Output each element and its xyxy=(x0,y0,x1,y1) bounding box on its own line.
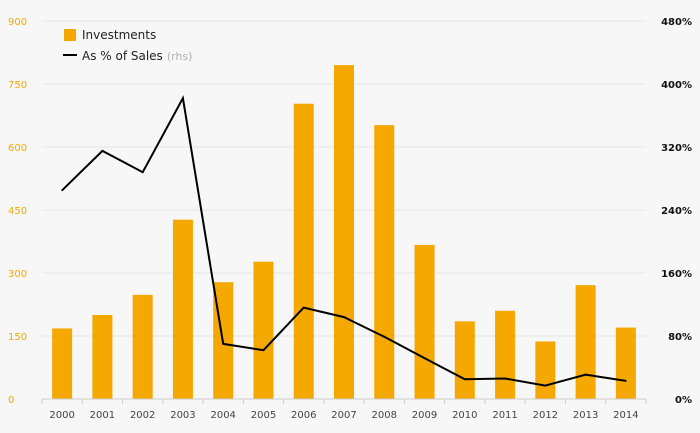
line-point-2006 xyxy=(302,306,305,309)
y-left-tick-label: 450 xyxy=(8,206,27,217)
legend-label-sales: As % of Sales (rhs) xyxy=(82,49,192,63)
y-left-tick-label: 0 xyxy=(8,395,14,406)
y-right-tick-label: 160% xyxy=(661,269,692,280)
y-left-tick-label: 750 xyxy=(8,80,27,91)
x-tick-label: 2002 xyxy=(130,410,155,421)
bar-2003 xyxy=(172,219,193,399)
line-point-2009 xyxy=(423,357,426,359)
legend: Investments As % of Sales (rhs) xyxy=(63,28,192,63)
line-point-2014 xyxy=(625,380,627,382)
bar-2002 xyxy=(132,294,153,399)
x-tick-label: 2012 xyxy=(533,410,558,421)
legend-label-sales-note: (rhs) xyxy=(167,50,193,63)
line-series xyxy=(61,95,627,387)
bar-2007 xyxy=(334,65,354,399)
y-left-tick-label: 300 xyxy=(8,269,27,280)
x-tick-label: 2000 xyxy=(49,410,74,421)
y-right-tick-label: 400% xyxy=(661,80,692,91)
x-tick-label: 2011 xyxy=(492,410,517,421)
bar-2014 xyxy=(615,327,636,399)
line-point-2000 xyxy=(61,189,63,192)
line-point-2007 xyxy=(343,316,345,318)
y-right-tick-label: 80% xyxy=(668,332,692,343)
bar-2008 xyxy=(374,125,395,399)
bar-2006 xyxy=(293,103,314,400)
line-point-2010 xyxy=(464,378,466,381)
bar-2000 xyxy=(52,328,73,399)
legend-label-sales-name: As % of Sales xyxy=(82,49,163,63)
line-point-2012 xyxy=(544,384,547,387)
x-tick-label: 2006 xyxy=(291,410,316,421)
line-point-2013 xyxy=(584,373,587,376)
line-point-2003 xyxy=(182,97,184,99)
y-right-tick-label: 480% xyxy=(661,17,692,28)
bar-2011 xyxy=(495,310,516,399)
x-tick-label: 2010 xyxy=(452,410,477,421)
y-left-tick-label: 150 xyxy=(8,332,27,343)
legend-swatch-investments xyxy=(64,29,76,41)
line-point-2005 xyxy=(262,349,265,351)
x-tick-label: 2004 xyxy=(210,410,235,421)
line-point-2011 xyxy=(504,377,506,380)
y-left-tick-label: 900 xyxy=(8,17,27,28)
y-right-tick-label: 240% xyxy=(661,206,692,217)
line-point-2001 xyxy=(101,150,104,152)
x-tick-label: 2013 xyxy=(573,410,598,421)
x-tick-label: 2007 xyxy=(331,410,356,421)
legend-label-investments: Investments xyxy=(82,28,156,42)
x-tick-label: 2014 xyxy=(613,410,638,421)
line-point-2002 xyxy=(141,171,144,173)
x-tick-label: 2009 xyxy=(412,410,437,421)
x-tick-label: 2005 xyxy=(251,410,276,421)
bar-2009 xyxy=(414,244,435,399)
line-point-2004 xyxy=(222,343,224,345)
line-point-2008 xyxy=(383,335,386,338)
x-tick-label: 2003 xyxy=(170,410,195,421)
x-tick-label: 2001 xyxy=(90,410,115,421)
bar-2005 xyxy=(253,261,274,399)
x-tick-label: 2008 xyxy=(372,410,397,421)
y-left-tick-label: 600 xyxy=(8,143,27,154)
axes: 0 150 300 450 600 750 900 0% 80% 160% 240% 320% 400%… xyxy=(8,17,692,421)
y-right-tick-label: 320% xyxy=(661,143,692,154)
bar-2012 xyxy=(535,341,556,399)
bar-2013 xyxy=(575,285,596,399)
bar-2010 xyxy=(454,321,475,399)
y-right-tick-label: 0% xyxy=(675,395,692,406)
bar-2001 xyxy=(92,315,113,399)
